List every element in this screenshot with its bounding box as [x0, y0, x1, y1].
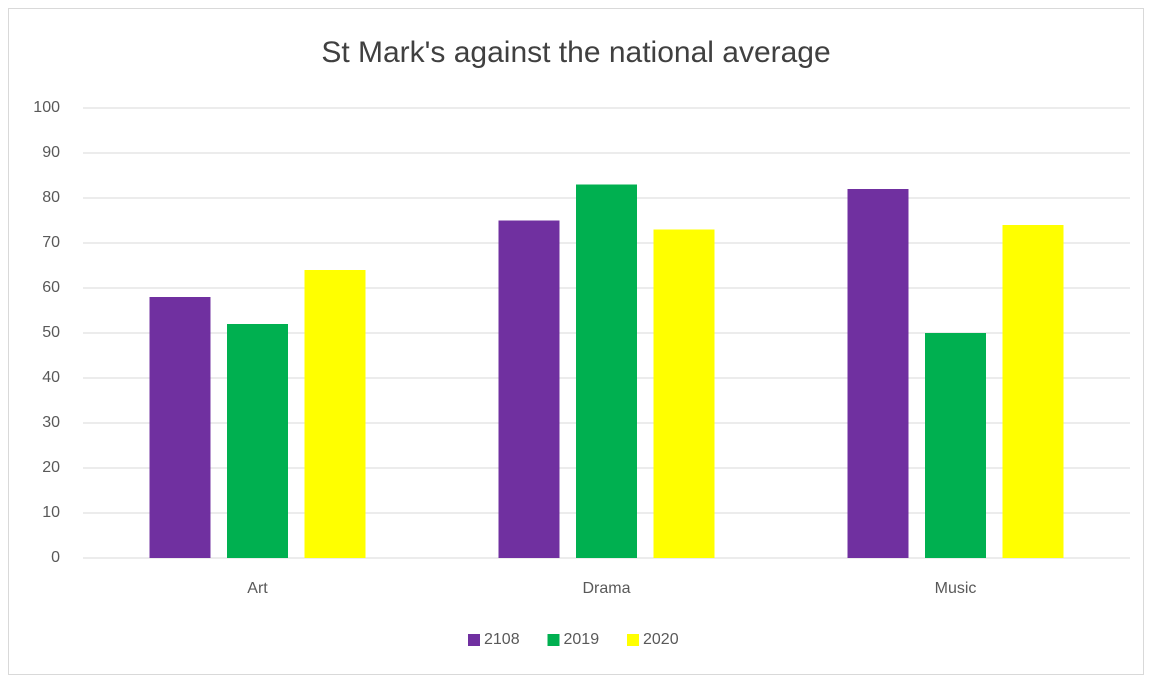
- bar: [925, 333, 986, 558]
- chart-title: St Mark's against the national average: [321, 36, 830, 69]
- legend-swatch: [547, 634, 560, 646]
- legend-swatch: [468, 634, 480, 646]
- y-tick-label: 90: [42, 144, 60, 161]
- bar: [227, 324, 288, 558]
- legend-label: 2019: [564, 631, 600, 648]
- legend-label: 2108: [484, 631, 520, 648]
- y-tick-label: 50: [42, 324, 60, 341]
- x-tick-label: Drama: [582, 580, 630, 597]
- y-tick-label: 10: [42, 504, 60, 521]
- x-tick-label: Music: [935, 580, 977, 597]
- legend-label: 2020: [643, 631, 679, 648]
- x-tick-label: Art: [247, 580, 268, 597]
- legend-swatch: [627, 634, 639, 646]
- bar: [149, 297, 211, 558]
- bar: [1002, 225, 1064, 558]
- bar: [576, 184, 637, 558]
- bar: [653, 229, 715, 558]
- y-tick-label: 70: [42, 234, 60, 251]
- bar: [304, 270, 366, 558]
- y-tick-label: 0: [51, 549, 60, 566]
- y-tick-label: 60: [42, 279, 60, 296]
- y-tick-label: 40: [42, 369, 60, 386]
- y-tick-label: 30: [42, 414, 60, 431]
- y-tick-label: 100: [33, 99, 60, 116]
- y-tick-label: 80: [42, 189, 60, 206]
- y-tick-label: 20: [42, 459, 60, 476]
- bar: [847, 189, 909, 558]
- bar: [498, 220, 560, 558]
